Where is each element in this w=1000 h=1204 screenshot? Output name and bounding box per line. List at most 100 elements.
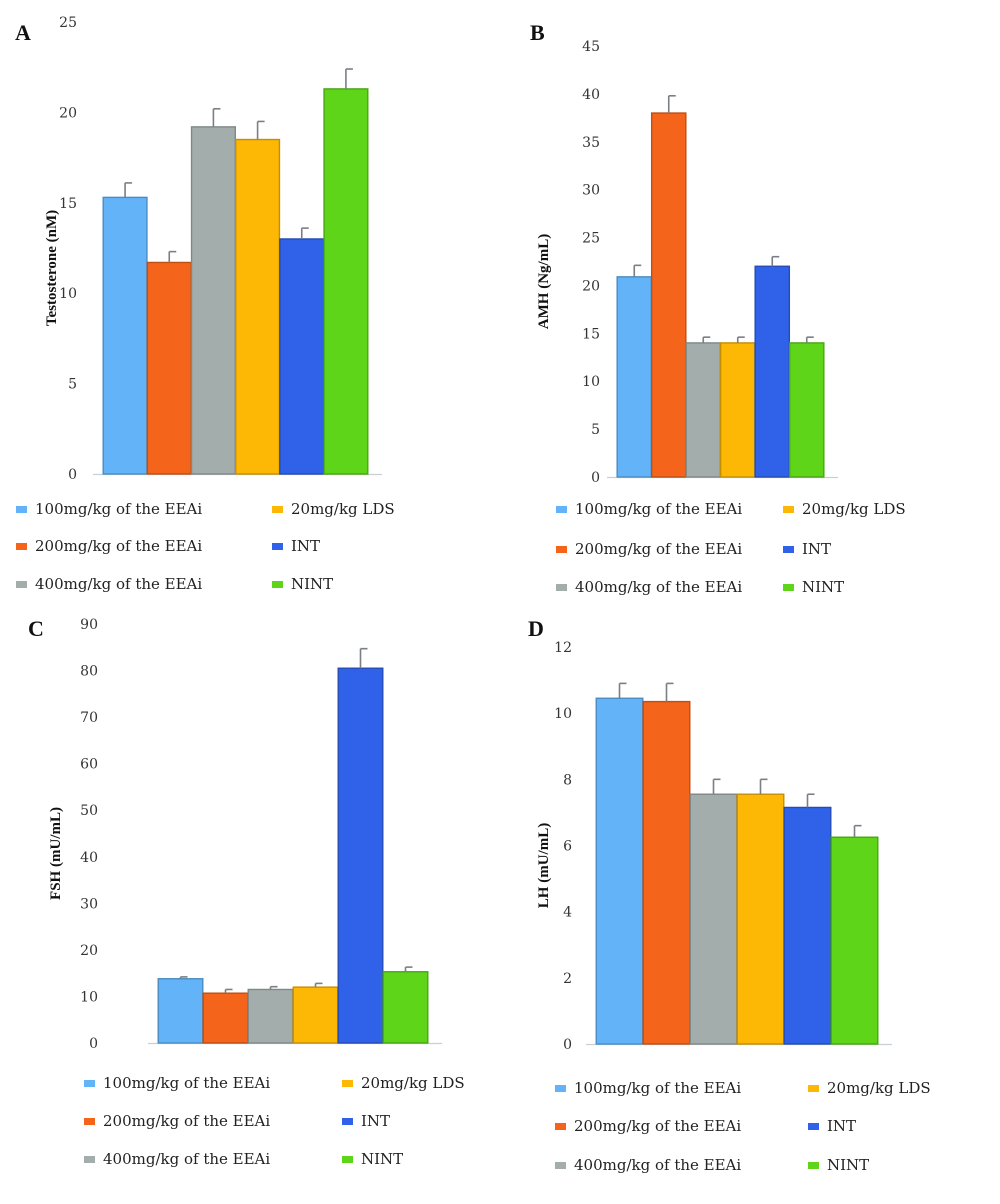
legend-swatch (84, 1118, 95, 1125)
panel-letter: A (15, 20, 31, 45)
bar-2 (642, 700, 691, 1045)
y-tick-label: 5 (591, 422, 600, 438)
legend-label: 400mg/kg of the EEAi (103, 1150, 270, 1168)
y-tick-label: 0 (89, 1036, 98, 1052)
bar-1 (157, 978, 204, 1044)
legend-swatch (808, 1162, 819, 1169)
legend-label: 400mg/kg of the EEAi (35, 575, 202, 593)
bar-1 (595, 697, 644, 1045)
bar-3 (247, 988, 294, 1044)
legend-label: 20mg/kg LDS (291, 500, 395, 518)
y-tick-label: 12 (554, 640, 572, 656)
legend-swatch (16, 506, 27, 513)
y-tick-label: 25 (59, 15, 77, 31)
legend-label: 20mg/kg LDS (827, 1079, 931, 1097)
legend-label: NINT (827, 1156, 869, 1174)
y-tick-label: 15 (59, 196, 77, 212)
y-tick-label: 15 (582, 326, 600, 342)
legend-swatch (555, 1123, 566, 1130)
y-tick-label: 10 (80, 989, 98, 1005)
bar-4 (736, 793, 785, 1045)
y-axis-label: FSH (mU/mL) (48, 807, 64, 900)
legend-swatch (555, 1085, 566, 1092)
y-tick-label: 30 (582, 183, 600, 199)
legend-label: NINT (802, 578, 844, 596)
chart-panel-b: B 0 5 10 15 20 25 30 35 40 45 AMH (Ng/mL) 100mg/kg o… (530, 20, 906, 596)
legend-label: 100mg/kg of the EEAi (103, 1074, 270, 1092)
bar-5 (783, 806, 832, 1045)
bar-2 (202, 992, 249, 1044)
bar-5 (337, 667, 384, 1044)
bar-6 (382, 971, 429, 1044)
legend-label: 100mg/kg of the EEAi (35, 500, 202, 518)
y-tick-label: 20 (80, 943, 98, 959)
chart-panel-c: C 0 10 20 30 40 50 60 70 80 90 FSH (mU/mL) 100mg/kg … (28, 616, 465, 1168)
legend-swatch (808, 1123, 819, 1130)
y-tick-label: 90 (80, 617, 98, 633)
y-tick-label: 6 (563, 839, 572, 855)
chart-panel-a: A 0 5 10 15 20 25 Testosterone (nM) 100mg/kg of … (15, 15, 395, 593)
y-tick-label: 80 (80, 664, 98, 680)
legend-label: 100mg/kg of the EEAi (574, 1079, 741, 1097)
legend-swatch (272, 506, 283, 513)
legend-swatch (84, 1080, 95, 1087)
y-axis-label: LH (mU/mL) (536, 823, 552, 908)
y-tick-label: 50 (80, 803, 98, 819)
y-tick-label: 25 (582, 231, 600, 247)
legend: 100mg/kg of the EEAi 200mg/kg of the EEAi… (84, 1074, 465, 1168)
legend-label: 200mg/kg of the EEAi (103, 1112, 270, 1130)
legend-swatch (342, 1156, 353, 1163)
bar-6 (323, 88, 369, 475)
y-tick-label: 10 (554, 706, 572, 722)
legend-label: 20mg/kg LDS (802, 500, 906, 518)
legend-swatch (84, 1156, 95, 1163)
y-axis-label: AMH (Ng/mL) (536, 234, 552, 329)
y-tick-label: 35 (582, 135, 600, 151)
legend-swatch (556, 546, 567, 553)
legend-swatch (783, 584, 794, 591)
panel-letter: C (28, 616, 44, 641)
bar-5 (279, 238, 325, 475)
legend-swatch (783, 506, 794, 513)
y-axis-label: Testosterone (nM) (44, 210, 60, 326)
bar-6 (830, 836, 879, 1045)
legend-swatch (342, 1118, 353, 1125)
y-tick-label: 40 (80, 850, 98, 866)
legend-label: 200mg/kg of the EEAi (575, 540, 742, 558)
y-tick-label: 0 (68, 467, 77, 483)
legend-label: 100mg/kg of the EEAi (575, 500, 742, 518)
y-tick-label: 20 (59, 105, 77, 121)
bar-3 (689, 793, 738, 1045)
panel-letter: B (530, 20, 545, 45)
legend-label: 400mg/kg of the EEAi (574, 1156, 741, 1174)
legend-label: INT (291, 537, 320, 555)
legend-swatch (342, 1080, 353, 1087)
y-tick-label: 0 (591, 470, 600, 486)
bar-4 (719, 342, 756, 478)
y-tick-label: 2 (563, 971, 572, 987)
legend-swatch (556, 584, 567, 591)
bar-4 (292, 986, 339, 1044)
bar-3 (190, 126, 236, 475)
y-tick-label: 40 (582, 87, 600, 103)
legend-swatch (16, 581, 27, 588)
legend-label: INT (827, 1117, 856, 1135)
y-tick-label: 10 (582, 374, 600, 390)
legend-label: 400mg/kg of the EEAi (575, 578, 742, 596)
legend-label: INT (361, 1112, 390, 1130)
bar-2 (146, 261, 192, 475)
bar-1 (616, 276, 653, 478)
bar-4 (235, 138, 281, 475)
legend-swatch (272, 581, 283, 588)
bar-3 (685, 342, 722, 478)
y-tick-label: 8 (563, 772, 572, 788)
y-tick-label: 4 (563, 905, 572, 921)
legend-swatch (272, 543, 283, 550)
y-tick-label: 5 (68, 377, 77, 393)
legend-label: 200mg/kg of the EEAi (35, 537, 202, 555)
y-tick-label: 0 (563, 1037, 572, 1053)
y-tick-label: 70 (80, 710, 98, 726)
bar-1 (102, 196, 148, 475)
panel-letter: D (528, 616, 544, 641)
